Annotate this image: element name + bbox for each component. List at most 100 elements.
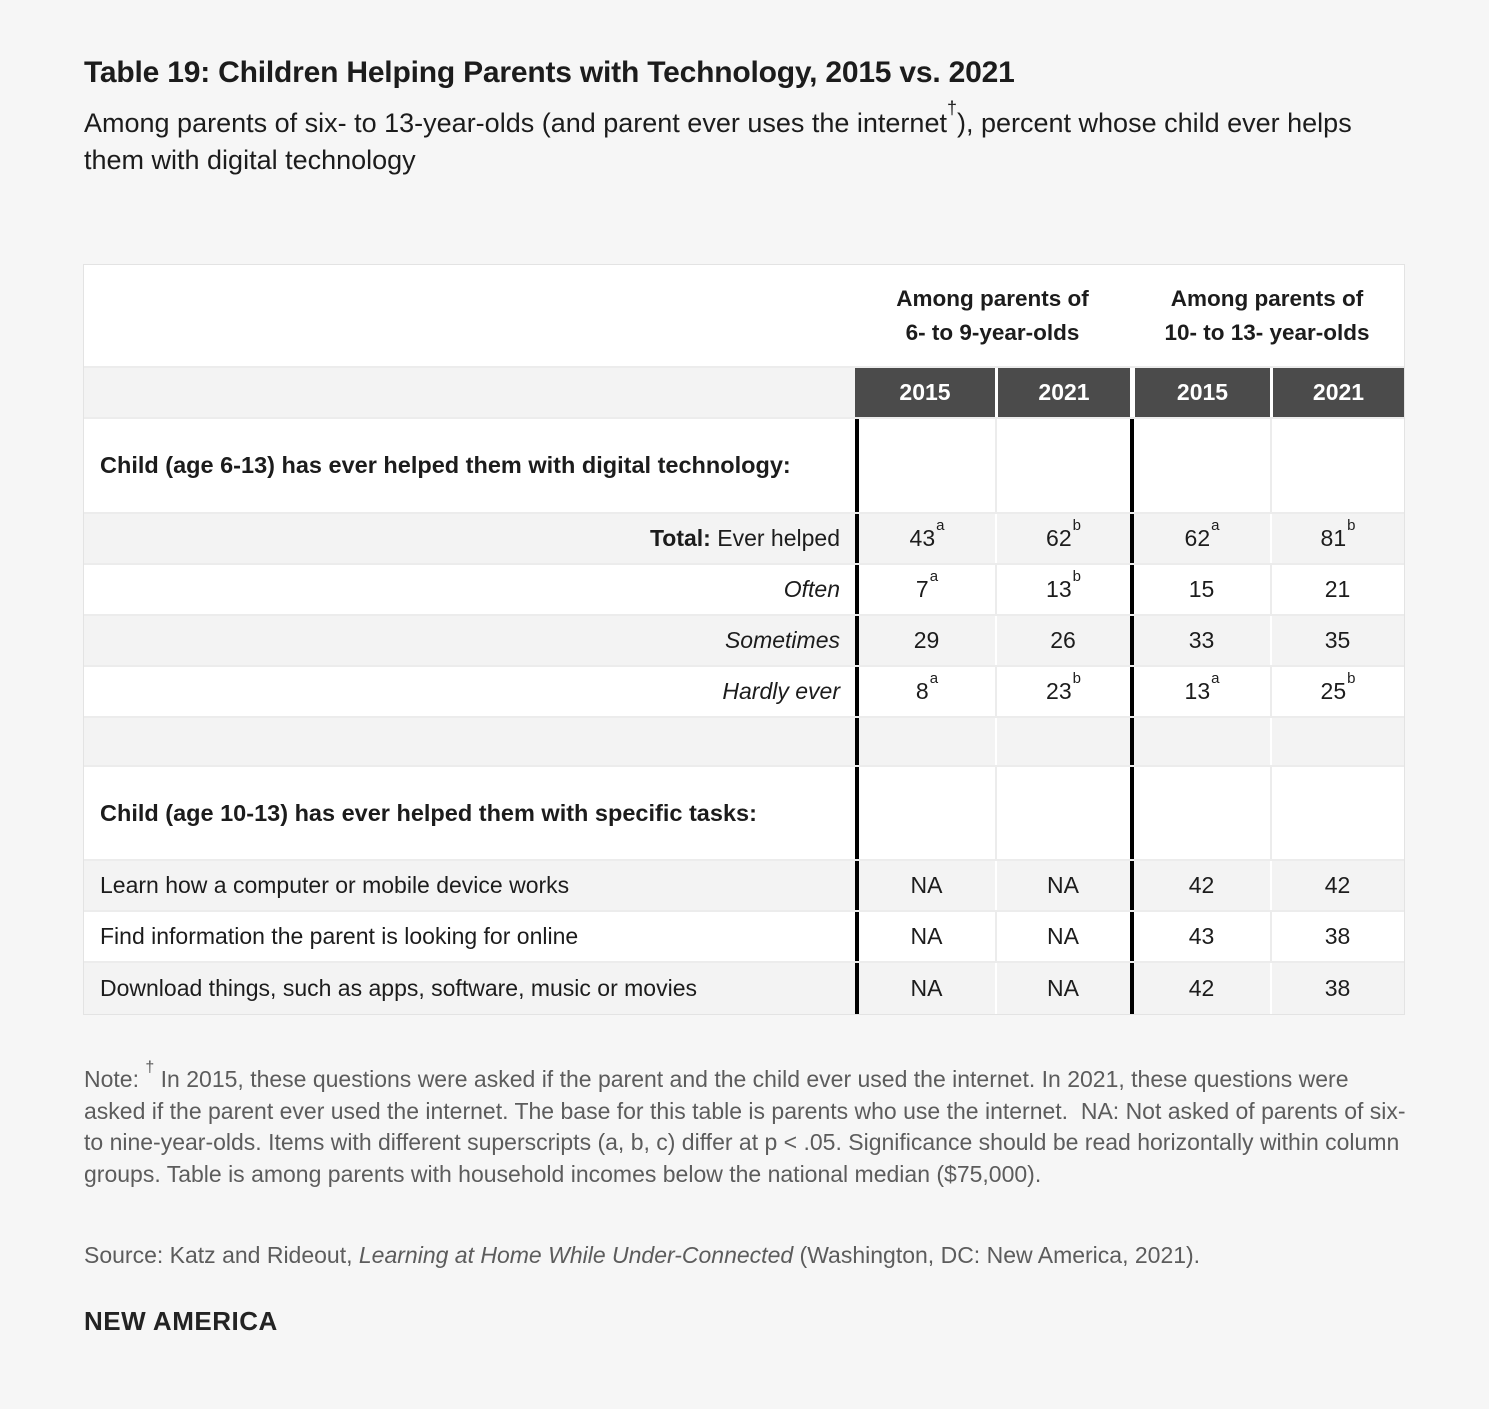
value: 42 (1324, 872, 1351, 898)
row-label-text: Download things, such as apps, software,… (100, 975, 697, 1001)
value-cell: 23b (995, 667, 1130, 716)
group-label-line: Among parents of (1170, 285, 1364, 311)
empty-cell (995, 419, 1130, 512)
dagger-symbol: † (946, 98, 957, 118)
value-cell: 43 (1130, 912, 1270, 961)
value-cell: 42 (1270, 861, 1404, 910)
superscript: b (1072, 670, 1081, 688)
value-cell: 42 (1130, 963, 1270, 1014)
value: NA (1047, 872, 1079, 898)
column-group-header-row: Among parents of 6- to 9-year-olds Among… (84, 265, 1404, 368)
spacer-row (84, 718, 1404, 767)
empty-cell (855, 718, 995, 765)
table-row-find-information: Find information the parent is looking f… (84, 912, 1404, 963)
row-label-text: Learn how a computer or mobile device wo… (100, 872, 570, 898)
table-row-total-ever-helped: Total: Ever helped 43a 62 b 62a 81b (84, 514, 1404, 565)
value: NA (1047, 975, 1079, 1001)
value-cell: 15 (1130, 565, 1270, 614)
value-cell: NA (995, 963, 1130, 1014)
value: 13 (1046, 576, 1072, 602)
row-label: Sometimes (84, 616, 855, 665)
value-cell: NA (855, 963, 995, 1014)
empty-cell (1270, 419, 1404, 512)
value: NA (910, 923, 943, 949)
note-text: Note: † In 2015, these questions were as… (84, 1060, 1414, 1190)
value: NA (910, 975, 943, 1001)
value: 25 (1320, 678, 1347, 704)
superscript: a (936, 517, 945, 535)
value-cell: 38 (1270, 912, 1404, 961)
empty-cell (995, 718, 1130, 765)
value: 43 (909, 525, 936, 551)
value: 81 (1320, 525, 1347, 551)
new-america-logo: NEW AMERICA (84, 1306, 278, 1336)
table-subtitle: Among parents of six- to 13-year-olds (a… (84, 99, 1419, 179)
row-label: Total: Ever helped (84, 514, 855, 563)
value: 62 (1184, 525, 1211, 551)
section-header-label: Child (age 6-13) has ever helped them wi… (100, 452, 791, 478)
group-label-line: Among parents of (896, 285, 1089, 311)
note-prefix: Note: (84, 1066, 146, 1092)
row-label: Download things, such as apps, software,… (84, 963, 855, 1014)
value: 26 (1050, 627, 1076, 653)
value-cell: 43a (855, 514, 995, 563)
value: 23 (1046, 678, 1072, 704)
section-header-label: Child (age 10-13) has ever helped them w… (100, 799, 757, 826)
value-cell: 38 (1270, 963, 1404, 1014)
value: 42 (1188, 872, 1215, 898)
table-row-download-things: Download things, such as apps, software,… (84, 963, 1404, 1014)
value-cell: NA (855, 912, 995, 961)
superscript: a (929, 670, 939, 688)
row-label: Find information the parent is looking f… (84, 912, 855, 961)
value: 35 (1324, 627, 1351, 653)
table-row-often: Often 7a 13b 15 21 (84, 565, 1404, 616)
row-label-text: Often (783, 576, 840, 602)
year-header-2021: 2021 (1273, 368, 1404, 417)
source-text: Source: Katz and Rideout, Learning at Ho… (84, 1240, 1414, 1270)
empty-cell (1130, 419, 1270, 512)
value-cell: 7a (855, 565, 995, 614)
year-header-2015: 2015 (1135, 368, 1270, 417)
row-label: Hardly ever (84, 667, 855, 716)
superscript: a (1211, 670, 1220, 688)
table-row-sometimes: Sometimes 29 26 33 35 (84, 616, 1404, 667)
value: 43 (1188, 923, 1215, 949)
row-label: Often (84, 565, 855, 614)
section-header-row: Child (age 6-13) has ever helped them wi… (84, 419, 1404, 514)
value-cell: 26 (995, 616, 1130, 665)
dagger-symbol: † (145, 1059, 155, 1077)
value-cell: 13a (1130, 667, 1270, 716)
data-table: Among parents of 6- to 9-year-olds Among… (83, 264, 1405, 1015)
value-cell: 42 (1130, 861, 1270, 910)
year-header-row: 2015 2021 2015 2021 (84, 368, 1404, 419)
value-cell: 8a (855, 667, 995, 716)
value: 7 (915, 576, 929, 602)
value-cell: 35 (1270, 616, 1404, 665)
page-title: Table 19: Children Helping Parents with … (84, 56, 1015, 89)
value-cell: NA (995, 912, 1130, 961)
empty-cell (855, 767, 995, 859)
value-cell: 81b (1270, 514, 1404, 563)
value-cell: 62a (1130, 514, 1270, 563)
superscript: b (1072, 517, 1081, 535)
source-suffix: (Washington, DC: New America, 2021). (793, 1242, 1201, 1268)
value-cell: 25b (1270, 667, 1404, 716)
superscript: a (929, 568, 939, 586)
table-row-learn-device: Learn how a computer or mobile device wo… (84, 861, 1404, 912)
subtitle-text: ), percent whose child ever helps them w… (84, 108, 1352, 175)
section-header-row: Child (age 10-13) has ever helped them w… (84, 767, 1404, 861)
empty-cell (84, 265, 855, 366)
year-header-2015: 2015 (855, 368, 995, 417)
empty-cell (1130, 718, 1270, 765)
value-cell: NA (995, 861, 1130, 910)
value-cell: 33 (1130, 616, 1270, 665)
value: 15 (1188, 576, 1215, 602)
row-label-text: Sometimes (724, 627, 840, 653)
source-publication-title: Learning at Home While Under-Connected (358, 1242, 794, 1268)
page: Table 19: Children Helping Parents with … (83, 56, 1419, 1336)
group-label-line: 6- to 9-year-olds (905, 319, 1080, 345)
value-cell: 29 (855, 616, 995, 665)
empty-cell (1270, 767, 1404, 859)
row-label-text: Hardly ever (722, 678, 840, 704)
empty-cell (855, 419, 995, 512)
